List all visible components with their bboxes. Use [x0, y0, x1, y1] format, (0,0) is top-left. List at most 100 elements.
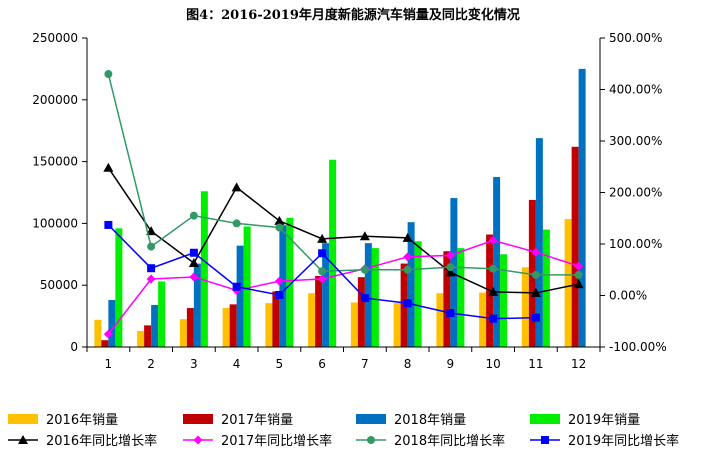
point-2017年同比增长率-8: [403, 252, 413, 262]
y-right-tick-label: 300.00%: [609, 134, 662, 148]
bar-2017年销量-9: [443, 251, 451, 347]
point-2018年同比增长率-10: [489, 264, 498, 273]
point-2016年同比增长率-9: [445, 267, 456, 277]
y-right-tick-label: 400.00%: [609, 83, 662, 97]
y-right-tick-label: 500.00%: [609, 31, 662, 45]
bar-2017年销量-6: [315, 275, 323, 347]
x-tick-label: 5: [276, 357, 284, 371]
bar-2016年销量-9: [436, 293, 444, 347]
line-2016年同比增长率: [107, 167, 579, 294]
bar-2018年销量-1: [108, 300, 116, 347]
legend-label: 2018年销量: [394, 413, 466, 428]
legend-item-2018年销量: 2018年销量: [356, 413, 466, 428]
point-2016年同比增长率-5: [274, 215, 285, 225]
bar-2017年销量-7: [357, 277, 365, 347]
y-left-tick-label: 50000: [40, 278, 78, 292]
bar-2017年销量-3: [186, 308, 194, 347]
point-2016年同比增长率-2: [146, 226, 157, 236]
bar-2018年销量-2: [151, 304, 159, 347]
bar-2019年销量-11: [542, 229, 550, 347]
bar-2019年销量-6: [329, 159, 337, 347]
legend-label: 2017年销量: [221, 413, 293, 428]
point-2018年同比增长率-9: [446, 263, 455, 272]
x-tick-label: 12: [571, 357, 586, 371]
y-left-tick-label: 0: [70, 340, 78, 354]
point-2019年同比增长率-9: [446, 309, 455, 318]
point-2019年同比增长率-10: [489, 314, 498, 323]
point-2019年同比增长率-5: [275, 290, 284, 299]
bar-2018年销量-9: [450, 198, 458, 347]
point-2016年同比增长率-6: [317, 233, 328, 243]
legend-marker: [367, 436, 375, 444]
point-2019年同比增长率-7: [360, 294, 369, 303]
bars: [94, 68, 586, 348]
line-2018年同比增长率: [107, 73, 579, 276]
x-tick-label: 6: [318, 357, 326, 371]
legend-item-2019年同比增长率: 2019年同比增长率: [530, 433, 679, 449]
bar-2019年销量-10: [500, 254, 508, 347]
y-right-tick-label: 100.00%: [609, 237, 662, 251]
bar-2016年销量-2: [137, 330, 145, 347]
point-2017年同比增长率-3: [189, 272, 199, 282]
legend-marker: [18, 435, 28, 444]
point-2016年同比增长率-1: [103, 162, 114, 172]
point-2019年同比增长率-6: [318, 249, 327, 258]
bar-2018年销量-11: [535, 138, 543, 347]
lines: [103, 70, 584, 339]
x-tick-label: 11: [528, 357, 543, 371]
legend-item-2019年销量: 2019年销量: [530, 413, 640, 428]
chart-title: 图4：2016-2019年月度新能源汽车销量及同比变化情况: [186, 7, 520, 23]
legend-item-2016年同比增长率: 2016年同比增长率: [8, 433, 157, 449]
legend-swatch: [8, 414, 38, 424]
y-right-tick-label: 200.00%: [609, 186, 662, 200]
y-left-tick-label: 150000: [32, 155, 78, 169]
point-2016年同比增长率-11: [530, 287, 541, 297]
point-2018年同比增长率-4: [232, 219, 241, 228]
point-2017年同比增长率-2: [146, 274, 156, 284]
bar-2018年销量-12: [578, 68, 586, 348]
point-2017年同比增长率-5: [274, 276, 284, 286]
bar-2017年销量-5: [272, 291, 280, 347]
bar-2016年销量-12: [564, 219, 572, 347]
x-tick-label: 7: [361, 357, 369, 371]
point-2017年同比增长率-11: [531, 247, 541, 257]
point-2019年同比增长率-1: [104, 220, 113, 229]
legend-marker: [193, 435, 203, 445]
bar-2019年销量-5: [286, 217, 294, 347]
point-2018年同比增长率-8: [403, 265, 412, 274]
bar-2016年销量-1: [94, 319, 102, 347]
legend-label: 2018年同比增长率: [394, 433, 505, 449]
bar-2017年销量-4: [229, 304, 237, 347]
bar-2016年销量-5: [265, 303, 273, 347]
point-2017年同比增长率-9: [445, 250, 455, 260]
point-2018年同比增长率-6: [318, 267, 327, 276]
bar-2019年销量-8: [414, 241, 422, 347]
bar-2019年销量-4: [243, 226, 251, 347]
legend-marker: [541, 436, 549, 444]
bar-2018年销量-6: [322, 243, 330, 347]
point-2016年同比增长率-10: [488, 286, 499, 296]
legend: 2016年销量 2017年销量 2018年销量 2019年销量 2016年同比增长率 20…: [8, 413, 679, 449]
point-2017年同比增长率-1: [103, 329, 113, 339]
point-2018年同比增长率-1: [104, 70, 113, 79]
point-2019年同比增长率-2: [147, 264, 156, 273]
legend-item-2017年同比增长率: 2017年同比增长率: [183, 433, 332, 449]
point-2016年同比增长率-8: [402, 232, 413, 242]
y-right-tick-label: 0.00%: [609, 289, 647, 303]
bar-2018年销量-10: [493, 177, 501, 347]
bar-2016年销量-4: [222, 308, 230, 347]
bar-2016年销量-3: [179, 319, 187, 347]
bar-2017年销量-1: [101, 340, 109, 347]
bar-2019年销量-7: [371, 248, 379, 347]
bar-2017年销量-12: [571, 146, 579, 347]
point-2016年同比增长率-4: [231, 182, 242, 192]
point-2017年同比增长率-10: [488, 235, 498, 245]
point-2019年同比增长率-8: [403, 299, 412, 308]
bar-2019年销量-1: [115, 228, 123, 347]
bar-2018年销量-5: [279, 225, 287, 347]
bar-2016年销量-6: [308, 293, 316, 347]
x-tick-label: 8: [404, 357, 412, 371]
legend-swatch: [356, 414, 386, 424]
bar-2016年销量-8: [393, 303, 401, 347]
